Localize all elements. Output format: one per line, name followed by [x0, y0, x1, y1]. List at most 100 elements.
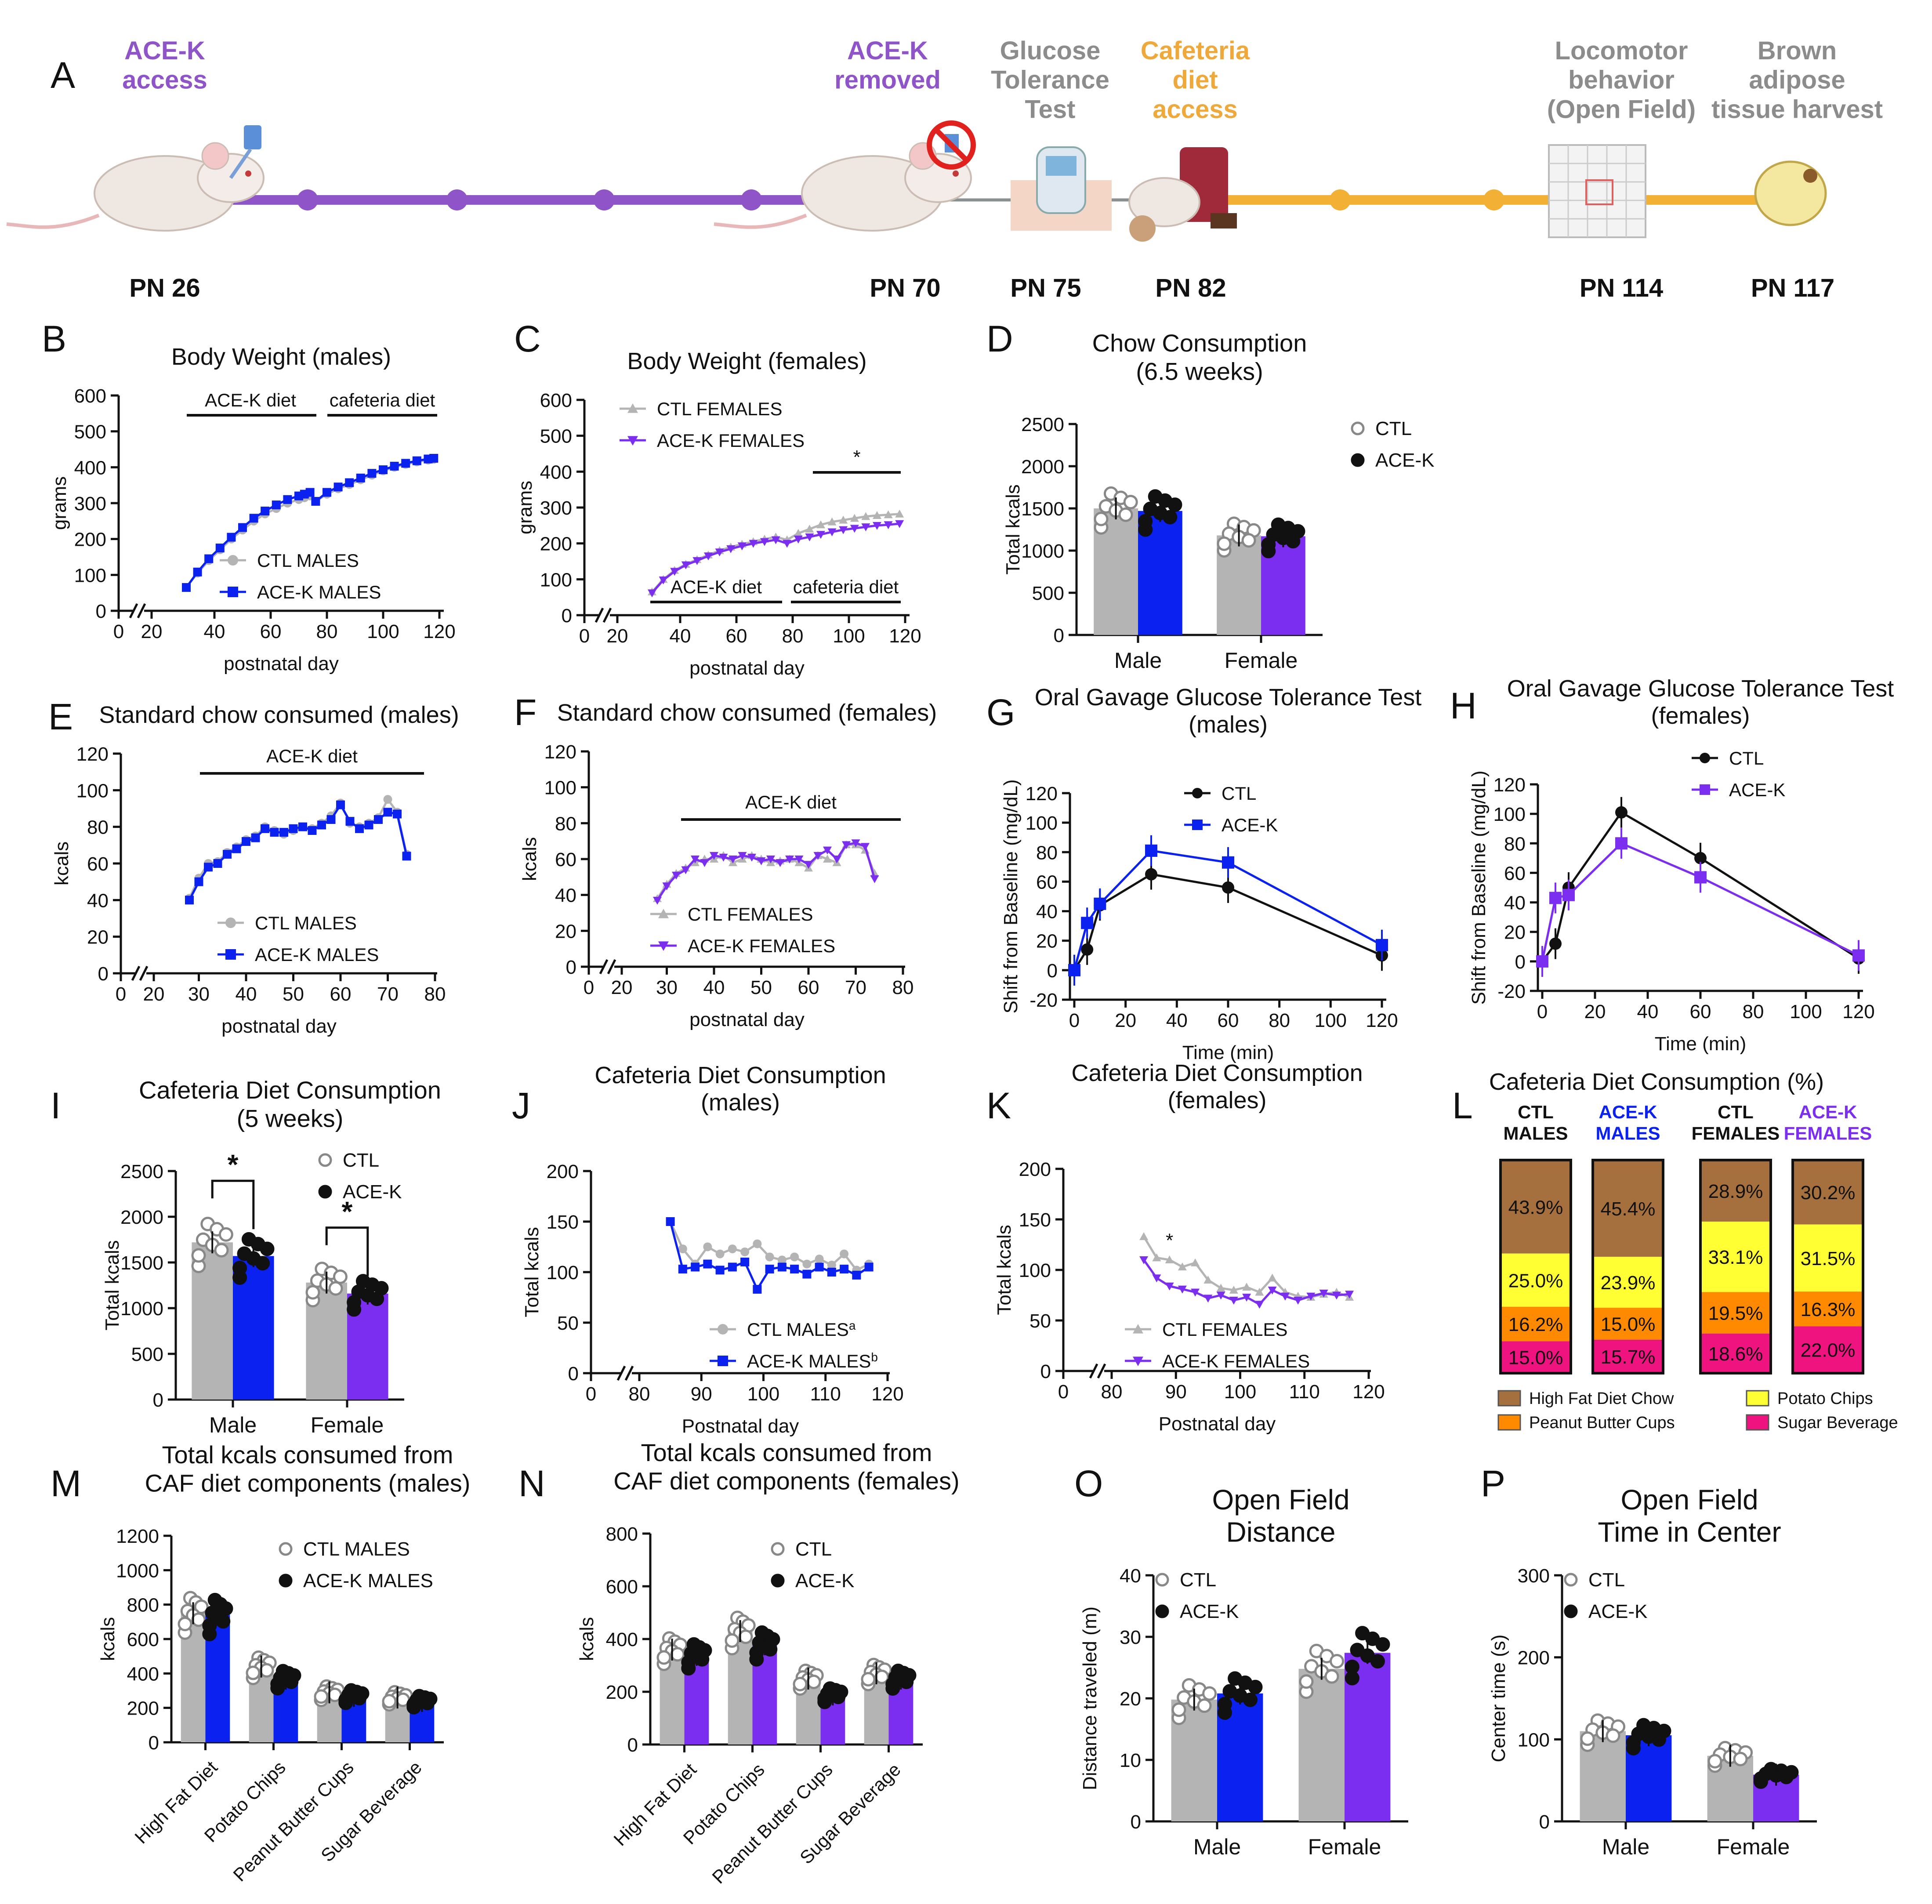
no-bottle-icon [927, 120, 976, 170]
data-point [246, 1665, 261, 1680]
data-point [1299, 1674, 1314, 1689]
x-tick-label: 0 [113, 621, 124, 642]
y-tick-label: 100 [1493, 804, 1526, 825]
data-point [1203, 1295, 1213, 1303]
y-tick-label: 600 [74, 385, 106, 407]
timeline-event-label: Locomotor behavior (Open Field) [1547, 36, 1696, 123]
data-point [1268, 1287, 1277, 1295]
y-tick-label: 100 [547, 1262, 579, 1284]
data-point [747, 853, 756, 862]
legend-marker [1155, 1573, 1169, 1587]
x-tick-label: 90 [691, 1383, 712, 1405]
x-tick-label: 0 [1058, 1381, 1069, 1403]
data-point [193, 567, 202, 577]
data-point [1229, 1286, 1238, 1294]
data-point [738, 1629, 753, 1644]
data-point [1294, 1297, 1303, 1305]
chart-title: Body Weight (males) [171, 344, 391, 370]
data-point [178, 1617, 192, 1632]
data-point [1332, 1291, 1341, 1300]
stacked-segment [1793, 1326, 1863, 1373]
data-point [1217, 1697, 1232, 1712]
legend-label: ACE-K [795, 1570, 854, 1592]
panel-letter-O: O [1074, 1463, 1103, 1504]
data-point [1286, 534, 1301, 549]
x-tick-label: 120 [1366, 1010, 1398, 1031]
chart-title: Oral Gavage Glucose Tolerance Test (femal… [1507, 675, 1894, 729]
y-axis-label: kcals [97, 1617, 119, 1661]
x-tick-label: 120 [871, 1383, 903, 1405]
data-point [831, 1690, 846, 1705]
y-tick-label: 200 [547, 1161, 579, 1182]
chart-title: Total kcals consumed from CAF diet compon… [145, 1441, 471, 1497]
data-point [1280, 1292, 1290, 1301]
y-tick-label: 500 [131, 1344, 163, 1365]
x-axis-label: Postnatal day [1159, 1413, 1276, 1435]
y-tick-label: 100 [544, 777, 576, 799]
panel-letter-I: I [51, 1085, 61, 1126]
stacked-segment [1593, 1257, 1663, 1308]
series-line [1073, 849, 1383, 971]
x-tick-label: Peanut Butter Cups [229, 1757, 357, 1885]
legend-marker [228, 587, 238, 597]
data-point [842, 841, 851, 849]
timeline-dot [594, 189, 615, 210]
data-point [729, 856, 737, 863]
data-point [1549, 892, 1562, 904]
data-point [695, 1652, 710, 1667]
data-point [861, 523, 870, 532]
data-point [1197, 1698, 1212, 1713]
legend-label: CTL [1375, 418, 1412, 439]
data-point [185, 896, 194, 905]
x-tick-label: 60 [260, 621, 282, 642]
stacked-segment [1793, 1160, 1863, 1225]
y-tick-label: 200 [1518, 1647, 1550, 1669]
legend-label: ACE-K FEMALES [657, 430, 805, 451]
data-point [182, 583, 191, 592]
data-point [1345, 1291, 1354, 1299]
glucometer-screen-icon [1046, 156, 1077, 176]
y-axis-label: Total kcals [101, 1240, 123, 1330]
legend-swatch [1497, 1390, 1521, 1407]
y-tick-label: 200 [127, 1698, 159, 1719]
data-point [802, 1269, 812, 1279]
data-point [737, 542, 747, 551]
data-point [648, 589, 656, 598]
data-point [326, 815, 336, 824]
x-tick-label: 0 [584, 977, 594, 998]
column-header: CTL MALES [1504, 1102, 1568, 1143]
data-point [816, 531, 825, 539]
axis-break-mark [131, 965, 141, 981]
legend-label: ACE-K MALES [255, 944, 379, 965]
data-point [813, 852, 823, 860]
data-point [884, 521, 893, 529]
chart-panel-H: -20 0 20 40 60 80 100 120 0 20 40 60 80 100 120 Oral Ga… [1468, 675, 1894, 1055]
data-point [710, 852, 718, 860]
panel-letter-M: M [51, 1463, 81, 1504]
y-tick-label: 0 [1040, 1361, 1051, 1382]
data-point [1562, 889, 1575, 901]
y-tick-label: 0 [149, 1732, 159, 1754]
legend-marker [228, 555, 238, 566]
legend-marker [718, 1324, 728, 1335]
data-point [232, 1261, 247, 1276]
data-point [382, 1694, 397, 1709]
data-point [412, 456, 421, 465]
legend-marker [658, 909, 669, 918]
chart-panel-G: -20 0 20 40 60 80 100 120 0 20 40 60 80 100 120 Oral Ga… [1000, 684, 1421, 1063]
data-point [895, 509, 904, 518]
axis-break-mark [624, 1365, 634, 1381]
data-point [1068, 964, 1080, 976]
x-tick-label: Male [1602, 1835, 1649, 1859]
data-point [370, 1291, 384, 1306]
diet-bar-label: cafeteria diet [330, 390, 435, 410]
y-tick-label: 800 [606, 1523, 638, 1545]
axis-break-mark [602, 607, 612, 623]
legend-marker [318, 1153, 332, 1167]
panel-letter-C: C [514, 318, 541, 359]
data-point [1375, 1637, 1390, 1652]
legend-marker [658, 941, 669, 951]
panel-letter-P: P [1481, 1463, 1505, 1504]
legend-marker [771, 1574, 785, 1588]
data-point [870, 875, 879, 883]
